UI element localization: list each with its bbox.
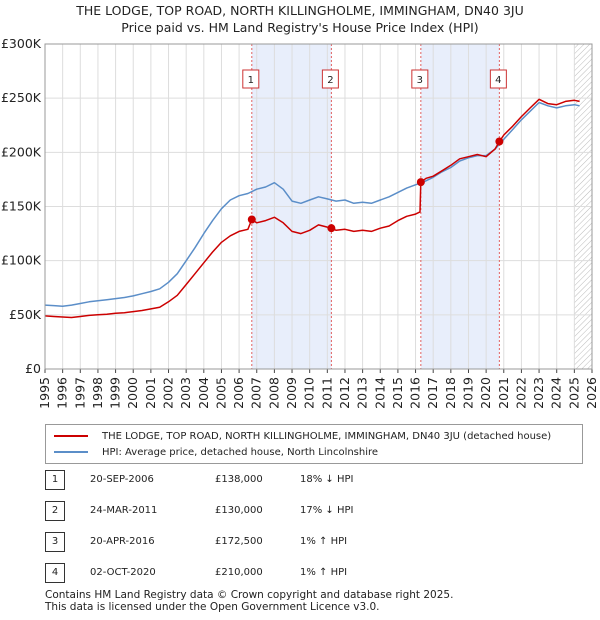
- x-tick-label: 2017: [425, 377, 440, 409]
- legend-item-property: THE LODGE, TOP ROAD, NORTH KILLINGHOLME,…: [54, 429, 551, 443]
- sale-hpi-diff: 18% ↓ HPI: [300, 474, 354, 485]
- x-tick-label: 2014: [372, 377, 387, 409]
- sales-table: 1 20-SEP-2006 £138,000 18% ↓ HPI 2 24-MA…: [45, 470, 585, 594]
- x-tick-label: 2016: [408, 377, 423, 409]
- x-tick-label: 2015: [390, 377, 405, 409]
- sale-hpi-diff: 1% ↑ HPI: [300, 536, 348, 547]
- x-tick-label: 2022: [513, 377, 528, 409]
- y-tick-label: £250K: [1, 90, 42, 105]
- legend-item-hpi: HPI: Average price, detached house, Nort…: [54, 445, 378, 459]
- x-tick-label: 2018: [443, 377, 458, 409]
- sale-row: 3 20-APR-2016 £172,500 1% ↑ HPI: [45, 532, 585, 563]
- x-tick-label: 2024: [549, 377, 564, 409]
- x-tick-label: 2003: [178, 377, 193, 409]
- sale-number: 2: [45, 501, 65, 521]
- x-tick-label: 2002: [161, 377, 176, 409]
- legend-label-property: THE LODGE, TOP ROAD, NORTH KILLINGHOLME,…: [102, 430, 552, 442]
- legend-swatch-property: [54, 435, 88, 437]
- x-tick-label: 2013: [355, 377, 370, 409]
- footer-license: This data is licensed under the Open Gov…: [45, 601, 380, 613]
- sale-hpi-diff: 17% ↓ HPI: [300, 505, 354, 516]
- sale-point: [247, 215, 256, 224]
- x-tick-label: 2026: [584, 377, 599, 409]
- sale-row: 1 20-SEP-2006 £138,000 18% ↓ HPI: [45, 470, 585, 501]
- sale-marker-box: [242, 69, 260, 89]
- x-tick-label: 2023: [531, 377, 546, 409]
- x-tick-label: 2005: [213, 377, 228, 409]
- sale-marker-box: [489, 69, 507, 89]
- y-tick-label: £100K: [1, 253, 42, 268]
- sale-price: £138,000: [215, 474, 263, 485]
- x-tick-label: 2011: [319, 377, 334, 409]
- sale-marker-box: [321, 69, 339, 89]
- x-tick-label: 2012: [337, 377, 352, 409]
- sale-number: 4: [45, 563, 65, 583]
- x-tick-label: 2019: [460, 377, 475, 409]
- footer-copyright: Contains HM Land Registry data © Crown c…: [45, 589, 454, 601]
- x-tick-label: 2009: [284, 377, 299, 409]
- x-tick-label: 2007: [249, 377, 264, 409]
- legend: THE LODGE, TOP ROAD, NORTH KILLINGHOLME,…: [45, 424, 583, 464]
- sale-marker-number: 2: [327, 75, 333, 86]
- sale-price: £130,000: [215, 505, 263, 516]
- x-tick-label: 2008: [266, 377, 281, 409]
- y-tick-label: £50K: [9, 307, 42, 322]
- sale-marker-number: 1: [248, 75, 254, 86]
- sale-price: £172,500: [215, 536, 263, 547]
- y-tick-label: £0: [25, 361, 41, 376]
- property-price-line: [44, 98, 580, 319]
- sale-date: 20-SEP-2006: [90, 474, 154, 485]
- x-tick-label: 1996: [55, 377, 70, 409]
- sale-row: 2 24-MAR-2011 £130,000 17% ↓ HPI: [45, 501, 585, 532]
- x-tick-label: 1997: [72, 377, 87, 409]
- sale-point: [416, 178, 425, 187]
- y-tick-label: £300K: [1, 36, 42, 51]
- y-tick-label: £200K: [1, 144, 42, 159]
- sale-date: 20-APR-2016: [90, 536, 155, 547]
- sale-date: 24-MAR-2011: [90, 505, 158, 516]
- sale-marker-number: 3: [417, 75, 423, 86]
- sale-point: [327, 224, 336, 233]
- x-tick-label: 1995: [37, 377, 52, 409]
- sale-point: [495, 137, 504, 146]
- sale-date: 02-OCT-2020: [90, 567, 156, 578]
- sale-row: 4 02-OCT-2020 £210,000 1% ↑ HPI: [45, 563, 585, 594]
- x-tick-label: 2010: [302, 377, 317, 409]
- footer: Contains HM Land Registry data © Crown c…: [45, 589, 453, 613]
- x-tick-label: 2021: [496, 377, 511, 409]
- plot-frame: [44, 43, 593, 370]
- x-tick-label: 2006: [231, 377, 246, 409]
- sale-number: 3: [45, 532, 65, 552]
- x-tick-label: 1998: [90, 377, 105, 409]
- legend-label-hpi: HPI: Average price, detached house, Nort…: [102, 446, 379, 458]
- sale-hpi-diff: 1% ↑ HPI: [300, 567, 348, 578]
- sale-number: 1: [45, 470, 65, 490]
- x-tick-label: 2020: [478, 377, 493, 409]
- chart-title: THE LODGE, TOP ROAD, NORTH KILLINGHOLME,…: [76, 3, 524, 18]
- y-tick-label: £150K: [1, 199, 42, 214]
- x-tick-label: 1999: [108, 377, 123, 409]
- sale-marker-number: 4: [495, 75, 501, 86]
- sale-marker-box: [411, 69, 429, 89]
- x-tick-label: 2025: [566, 377, 581, 409]
- sale-price: £210,000: [215, 567, 263, 578]
- x-tick-label: 2004: [196, 377, 211, 409]
- x-tick-label: 2000: [125, 377, 140, 409]
- legend-swatch-hpi: [54, 451, 88, 453]
- x-tick-label: 2001: [143, 377, 158, 409]
- chart-subtitle: Price paid vs. HM Land Registry's House …: [121, 20, 479, 35]
